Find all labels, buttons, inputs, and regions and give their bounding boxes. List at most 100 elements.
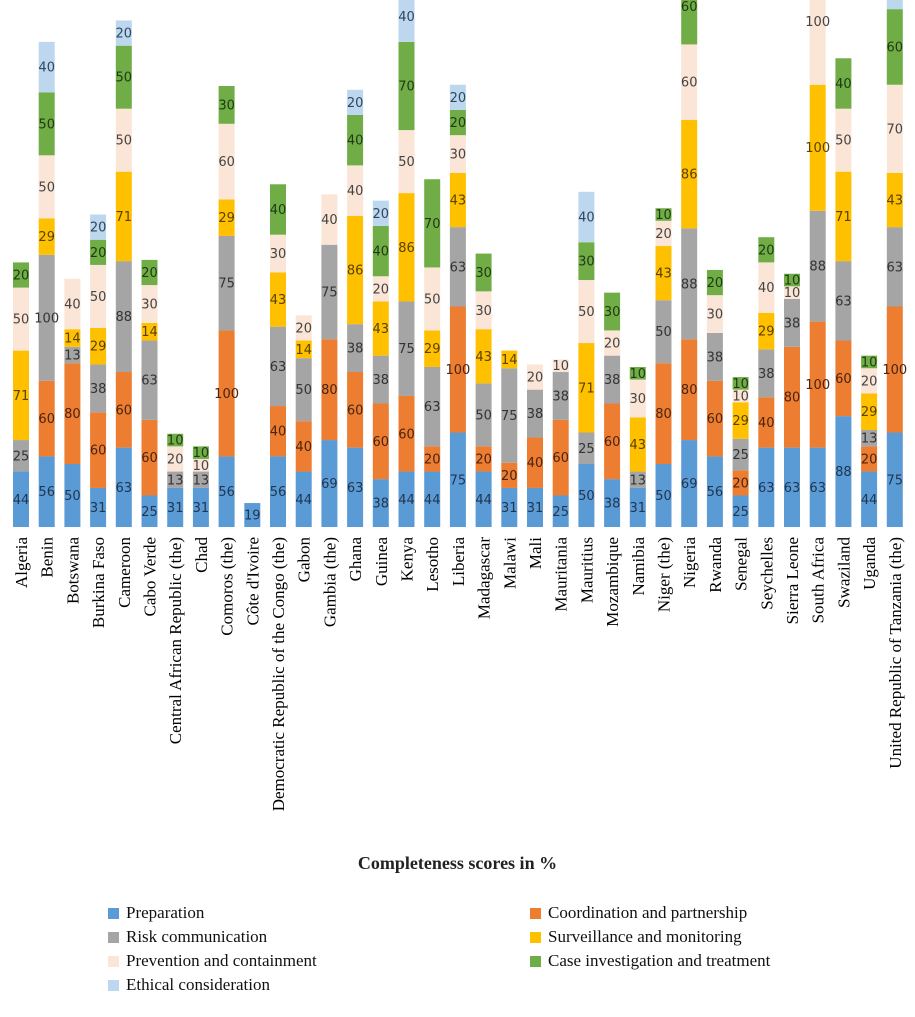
bar-segment [681,339,698,441]
category-label: Mauritius [577,537,596,603]
bar-segment [655,363,672,464]
bar-segment [398,395,415,472]
bar-segment [501,462,518,488]
legend-swatch [530,931,541,943]
bar-segment [527,389,543,438]
data-label: 43 [655,267,672,282]
category-label: Malawi [500,537,519,589]
data-label: 38 [527,407,544,422]
data-label: 44 [861,493,878,508]
data-label: 50 [655,489,672,504]
data-label: 43 [887,194,904,209]
legend-label: Prevention and containment [126,951,317,970]
data-label: 40 [270,203,287,218]
bar-segment [192,487,209,527]
bar-segment [655,208,672,221]
bar-segment [192,471,209,488]
data-label: 88 [809,260,826,275]
data-label: 40 [758,416,775,431]
bar-segment [218,199,235,236]
category-label: Senegal [732,537,751,591]
data-label: 40 [270,425,287,440]
bar-segment [64,464,81,527]
data-label: 29 [861,405,878,420]
bar-segment [861,368,878,394]
bar-segment [192,458,209,472]
data-label: 38 [373,373,390,388]
bar-segment [347,447,364,527]
category-label: Mauritania [552,537,571,612]
data-label: 44 [424,493,441,508]
bar-segment [141,285,158,323]
data-label: 63 [758,481,775,496]
bar-segment [270,456,286,527]
data-label: 10 [167,434,184,449]
data-label: 60 [835,372,852,387]
bar-segment [90,487,107,527]
bar-segment [347,165,364,216]
bar-segment [372,200,389,226]
data-label: 10 [732,389,749,404]
bar-segment [64,363,81,464]
bar-segment [38,456,55,527]
data-label: 75 [218,277,235,292]
data-label: 20 [347,96,364,111]
bar-segment [38,380,55,457]
data-label: 50 [90,290,107,305]
bar-segment [115,447,132,527]
category-label: Benin [38,537,57,578]
legend-swatch [108,931,119,943]
bar-segment [809,321,826,448]
data-label: 80 [64,407,81,422]
data-label: 56 [270,485,287,500]
bar-segment [578,242,595,281]
data-label: 20 [732,476,749,491]
data-label: 60 [681,76,698,91]
data-label: 40 [835,77,852,92]
bar-segment [167,433,184,447]
bar-segment [218,123,235,200]
data-label: 63 [116,481,133,496]
bar-segment [115,45,132,109]
bar-segment [424,366,441,447]
data-label: 100 [214,387,239,402]
category-label: Gambia (the) [320,537,339,627]
data-label: 30 [218,98,235,113]
bar-segment [835,108,852,172]
category-label: Lesotho [423,537,442,592]
bar-segment [424,330,441,367]
data-label: 50 [13,313,30,328]
data-label: 100 [805,141,830,156]
data-label: 80 [655,407,672,422]
data-label: 38 [552,389,569,404]
data-label: 60 [887,40,904,55]
bar-segment [706,380,723,457]
bar-segment [115,372,132,448]
bar-segment [449,227,466,307]
data-label: 88 [116,310,133,325]
data-label: 56 [38,485,55,500]
data-label: 25 [141,505,158,520]
data-label: 60 [707,412,724,427]
bar-segment [681,44,698,121]
data-label: 63 [835,294,852,309]
bar-segment [604,292,621,331]
bar-segment [167,471,184,488]
bar-segment [629,379,646,418]
bar-segment [321,339,338,441]
data-label: 43 [373,322,390,337]
bar-segment [449,109,466,136]
data-label: 86 [398,241,415,256]
data-label: 10 [552,359,569,374]
data-label: 75 [398,342,415,357]
bar-segment [706,456,723,527]
bar-segment [681,228,698,340]
bar-segment [552,495,569,527]
bar-segment [270,326,286,407]
bar-segment [861,471,878,527]
bar-segment [501,487,518,527]
bar-segment [732,402,749,439]
data-label: 40 [38,61,55,76]
category-label: Cameroon [115,537,134,608]
data-label: 29 [424,342,441,357]
